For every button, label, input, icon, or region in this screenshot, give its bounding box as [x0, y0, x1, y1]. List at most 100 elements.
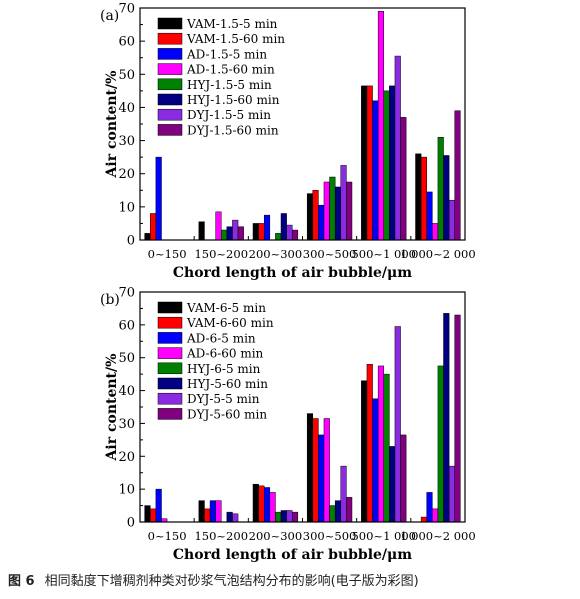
panel-b-bar-5-3: [334, 500, 342, 523]
panel-a-bar-1-3: [312, 190, 319, 241]
panel-b-bar-4-2: [275, 511, 282, 523]
panel-a-legend-label-4: HYJ-1.5-5 min: [187, 78, 272, 92]
panel-b-bar-5-4: [389, 446, 396, 523]
panel-b-bar-3-4: [377, 365, 384, 523]
panel-b-bar-7-3: [346, 497, 353, 523]
panel-a-legend-swatch-2: [157, 48, 183, 60]
panel-a-legend-label-0: VAM-1.5-5 min: [186, 17, 278, 31]
panel-a-legend-label-3: AD-1.5-60 min: [186, 63, 275, 77]
panel-b-xtick-label-1: 150~200: [194, 529, 248, 543]
panel-a-ytick-label-0: 0: [127, 234, 135, 249]
panel-b-bar-1-1: [204, 508, 211, 523]
panel-a-ytick-label-5: 50: [118, 68, 135, 83]
panel-a-bar-0-4: [361, 85, 368, 241]
panel-b-bar-0-1: [198, 500, 205, 523]
panel-a-bar-3-5: [432, 223, 439, 241]
panel-a-legend-swatch-4: [157, 78, 183, 91]
panel-b-xtick-label-3: 300~500: [303, 529, 357, 543]
panel-a-bar-7-1: [237, 226, 244, 241]
panel-b-ytick-label-2: 20: [118, 450, 135, 465]
panel-b-bar-5-5: [443, 313, 450, 523]
panel-a-xtick-label-1: 150~200: [194, 247, 248, 261]
panel-b-legend-swatch-7: [157, 408, 183, 420]
panel-b-xtick-label-4: 500~1 000: [351, 529, 416, 543]
panel-a-legend-label-1: VAM-1.5-60 min: [186, 32, 285, 46]
panel-b-bar-5-1: [226, 511, 233, 523]
panel-b-bar-2-0: [155, 488, 162, 523]
panel-b-bar-2-1: [209, 500, 216, 523]
panel-a-bar-0-2: [252, 223, 259, 241]
panel-b-legend-swatch-4: [157, 362, 183, 375]
panel-a-xtick-label-5: 1 000~2 000: [400, 247, 475, 261]
panel-a-bar-7-2: [291, 229, 299, 241]
panel-a-bar-6-4: [394, 55, 401, 241]
panel-a-bar-7-4: [400, 117, 407, 241]
panel-b-ytick-label-5: 50: [118, 351, 135, 366]
panel-a-bar-5-3: [334, 186, 342, 241]
panel-b-bar-2-4: [372, 398, 379, 523]
panel-a-xlabel: Chord length of air bubble/μm: [173, 265, 412, 281]
panel-b-bar-3-1: [215, 500, 222, 523]
panel-a-ytick-label-1: 10: [118, 200, 135, 215]
panel-a-yaxis: 0 10 20 30 40 50 60 70: [118, 2, 145, 249]
panel-b-legend-label-4: HYJ-6-5 min: [187, 362, 261, 376]
panel-b-ytick-label-4: 40: [118, 384, 135, 399]
panel-a-legend-swatch-7: [157, 124, 183, 136]
panel-b-bar-7-2: [291, 511, 299, 523]
panel-a-legend-swatch-5: [157, 93, 183, 106]
panel-a-bar-0-5: [415, 153, 422, 241]
panel-a-bar-2-0: [155, 156, 162, 241]
panel-a-bar-4-1: [221, 229, 228, 241]
panel-b-legend-label-6: DYJ-5-5 min: [187, 392, 260, 406]
panel-b-bar-7-4: [400, 434, 407, 523]
panel-a-bar-1-5: [420, 156, 427, 241]
panel-a-legend-label-5: HYJ-1.5-60 min: [187, 93, 280, 107]
panel-a-bar-5-1: [226, 226, 233, 241]
panel-b-bar-3-2: [269, 492, 276, 523]
panel-a-bar-1-2: [258, 223, 265, 241]
panel-b-bar-3-5: [432, 508, 439, 523]
figure-caption-text: 相同黏度下增稠剂种类对砂浆气泡结构分布的影响(电子版为彩图): [44, 574, 419, 589]
figure-caption: 图 6 相同黏度下增稠剂种类对砂浆气泡结构分布的影响(电子版为彩图): [8, 570, 574, 589]
panel-b-legend-swatch-3: [157, 347, 183, 359]
panel-b-legend-swatch-1: [157, 316, 183, 329]
panel-a-bar-4-2: [275, 233, 282, 241]
panel-b-bar-5-2: [280, 510, 287, 523]
panel-a-legend-swatch-6: [157, 108, 183, 121]
panel-a-xtick-label-3: 300~500: [303, 247, 357, 261]
panel-b-ylabel: Air content/%: [104, 354, 120, 462]
panel-a: 0 10 20 30 40 50 60 70 0~150 150~200 200~300 300~5…: [100, 2, 476, 282]
panel-b-bar-0-3: [306, 413, 314, 523]
panel-b-legend-label-2: AD-6-5 min: [186, 331, 256, 345]
panel-a-bar-5-5: [443, 155, 450, 241]
panel-b-bar-0-4: [361, 380, 368, 523]
panel-a-bar-6-3: [340, 165, 347, 241]
panel-b-xlabel: Chord length of air bubble/μm: [173, 547, 412, 563]
panel-b-ytick-label-1: 10: [118, 483, 135, 498]
panel-b-bar-2-2: [263, 487, 271, 523]
panel-b-ytick-label-6: 60: [118, 318, 135, 333]
panel-a-bar-4-3: [329, 176, 336, 241]
panel-a-bar-1-4: [366, 85, 373, 241]
panel-b-bar-6-1: [232, 513, 239, 523]
panel-a-bar-2-3: [318, 204, 325, 241]
panel-a-bar-6-2: [286, 224, 293, 241]
panel-b-bar-0-0: [144, 505, 151, 523]
panel-a-bar-0-3: [306, 193, 314, 241]
panel-a-legend-label-6: DYJ-1.5-5 min: [187, 108, 271, 122]
panel-a-bar-3-4: [377, 11, 384, 241]
panel-a-bar-2-5: [426, 191, 433, 241]
panel-b-bar-2-3: [318, 434, 325, 523]
panel-b-bar-6-3: [340, 465, 347, 523]
panel-a-bar-5-4: [389, 85, 396, 241]
panel-a-bar-0-0: [144, 233, 151, 241]
panel-b-xtick-label-0: 0~150: [148, 529, 187, 543]
panel-b-bar-1-5: [420, 516, 427, 523]
panel-a-legend-label-7: DYJ-1.5-60 min: [187, 123, 279, 137]
panel-a-xtick-label-2: 200~300: [249, 247, 303, 261]
panel-b-legend-label-5: HYJ-5-60 min: [187, 377, 268, 391]
panel-a-bar-7-5: [454, 110, 461, 241]
panel-a-bar-3-3: [323, 181, 330, 241]
